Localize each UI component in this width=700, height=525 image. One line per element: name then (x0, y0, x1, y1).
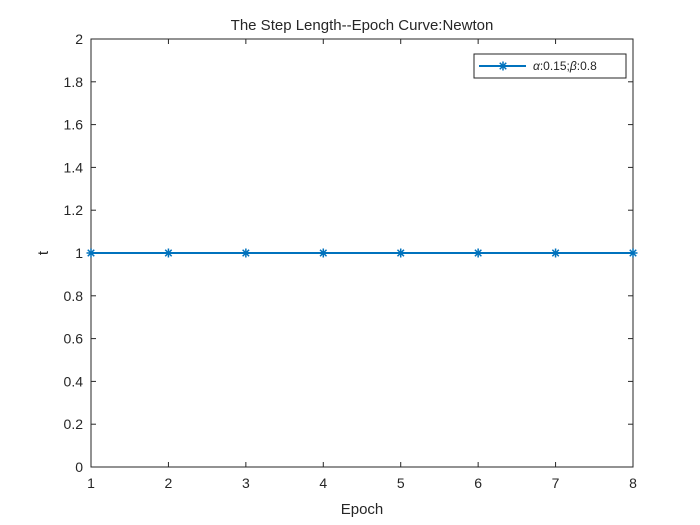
legend-beta-symbol: β (569, 59, 577, 73)
data-point (163, 248, 173, 258)
legend-beta-value: :0.8 (577, 59, 597, 73)
legend-marker-star (498, 61, 508, 71)
x-axis-label: Epoch (341, 501, 384, 518)
y-tick-label: 1 (75, 245, 83, 261)
y-tick-label: 2 (75, 31, 83, 47)
data-point (241, 248, 251, 258)
data-point (396, 248, 406, 258)
series-layer (86, 248, 638, 258)
x-axis-ticks: 1 2 3 4 5 6 7 8 (87, 39, 637, 491)
x-tick-label: 5 (397, 475, 405, 491)
data-point (318, 248, 328, 258)
y-axis-ticks: 0 0.2 0.4 0.6 0.8 1 1.2 1.4 1.6 1.8 2 (64, 31, 633, 475)
y-tick-label: 1.8 (64, 74, 84, 90)
y-tick-label: 0.2 (64, 416, 84, 432)
data-point (628, 248, 638, 258)
y-tick-label: 1.6 (64, 117, 84, 133)
y-tick-label: 1.2 (64, 202, 84, 218)
x-tick-label: 3 (242, 475, 250, 491)
data-point (86, 248, 96, 258)
legend[interactable]: α:0.15;β:0.8 (473, 53, 627, 79)
x-tick-label: 6 (474, 475, 482, 491)
x-tick-label: 4 (319, 475, 327, 491)
legend-entry-label: α:0.15;β:0.8 (533, 59, 597, 73)
x-tick-label: 2 (165, 475, 173, 491)
x-tick-label: 1 (87, 475, 95, 491)
y-tick-label: 0.8 (64, 288, 84, 304)
y-tick-label: 0 (75, 459, 83, 475)
legend-alpha-value: :0.15; (540, 59, 570, 73)
legend-alpha-symbol: α (533, 59, 541, 73)
y-tick-label: 0.4 (64, 373, 84, 389)
chart-title: The Step Length--Epoch Curve:Newton (231, 17, 494, 34)
y-axis-label: t (35, 250, 52, 255)
data-point (551, 248, 561, 258)
x-tick-label: 8 (629, 475, 637, 491)
y-tick-label: 0.6 (64, 331, 84, 347)
y-tick-label: 1.4 (64, 159, 84, 175)
legend-asterisk-marker (498, 61, 508, 71)
data-point (473, 248, 483, 258)
x-tick-label: 7 (552, 475, 560, 491)
